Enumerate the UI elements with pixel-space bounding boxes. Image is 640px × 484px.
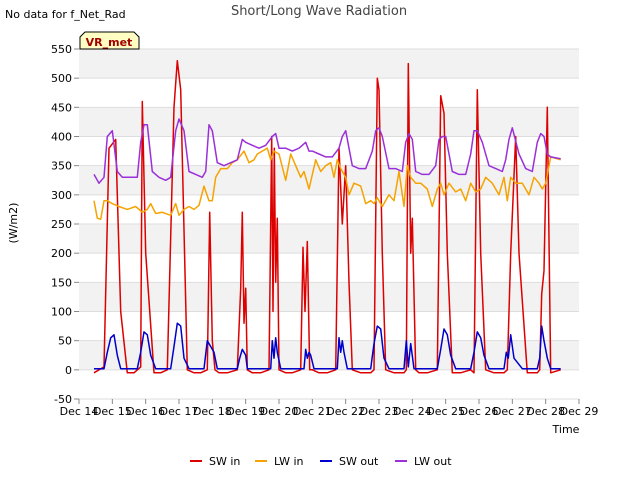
band	[79, 49, 579, 79]
legend-item: LW out	[395, 455, 452, 468]
legend-item: LW in	[255, 455, 304, 468]
x-tick-label: Dec 16	[126, 405, 165, 418]
x-tick-label: Dec 15	[93, 405, 132, 418]
legend-item: SW in	[190, 455, 240, 468]
x-tick-label: Dec 23	[360, 405, 399, 418]
y-tick-label: 500	[51, 72, 72, 85]
no-data-note: No data for f_Net_Rad	[5, 8, 126, 21]
series-line-lw-out	[93, 118, 561, 184]
legend-label: SW in	[209, 455, 240, 468]
plot-bands	[79, 49, 579, 370]
y-tick-label: 350	[51, 160, 72, 173]
x-tick-label: Dec 26	[460, 405, 499, 418]
plot-area	[79, 48, 579, 400]
y-tick-label: 450	[51, 101, 72, 114]
x-tick-label: Dec 22	[326, 405, 365, 418]
legend: SW in LW in SW out LW out	[190, 455, 452, 468]
x-axis-label: Time	[552, 423, 580, 436]
legend-label: LW out	[414, 455, 452, 468]
y-tick-label: 300	[51, 189, 72, 202]
chart-title: Short/Long Wave Radiation	[231, 4, 407, 19]
x-tick-label: Dec 21	[293, 405, 332, 418]
y-tick-label: 400	[51, 131, 72, 144]
grid-lines	[79, 48, 579, 400]
y-tick-label: 0	[65, 364, 72, 377]
y-axis-ticks: -50 0 50 100 150 200 250 300 350 400 450 500 550	[51, 43, 79, 406]
x-tick-label: Dec 29	[560, 405, 599, 418]
series-line-sw-in	[93, 59, 561, 374]
x-tick-label: Dec 25	[426, 405, 465, 418]
y-tick-label: 200	[51, 247, 72, 260]
legend-label: LW in	[274, 455, 304, 468]
y-tick-label: 100	[51, 306, 72, 319]
x-tick-label: Dec 28	[526, 405, 565, 418]
y-tick-label: 550	[51, 43, 72, 56]
x-tick-label: Dec 20	[260, 405, 299, 418]
x-tick-label: Dec 14	[60, 405, 99, 418]
band	[79, 282, 579, 312]
y-tick-label: 150	[51, 276, 72, 289]
x-tick-label: Dec 19	[226, 405, 265, 418]
y-tick-label: 50	[58, 335, 72, 348]
x-tick-label: Dec 27	[493, 405, 532, 418]
legend-item: SW out	[320, 455, 379, 468]
x-tick-label: Dec 18	[193, 405, 232, 418]
band	[79, 107, 579, 137]
badge-shape	[79, 31, 140, 50]
x-tick-label: Dec 24	[393, 405, 432, 418]
badge-label: VR_met	[86, 36, 133, 49]
station-badge: VR_met	[79, 31, 140, 50]
y-axis-label: (W/m2)	[7, 203, 20, 244]
legend-label: SW out	[339, 455, 379, 468]
series-line-sw-out	[94, 322, 561, 370]
band	[79, 224, 579, 254]
x-tick-label: Dec 17	[160, 405, 199, 418]
y-tick-label: -50	[54, 393, 72, 406]
band	[79, 340, 579, 370]
series-lines	[93, 59, 561, 374]
series-line-lw-in	[93, 147, 561, 221]
y-tick-label: 250	[51, 218, 72, 231]
